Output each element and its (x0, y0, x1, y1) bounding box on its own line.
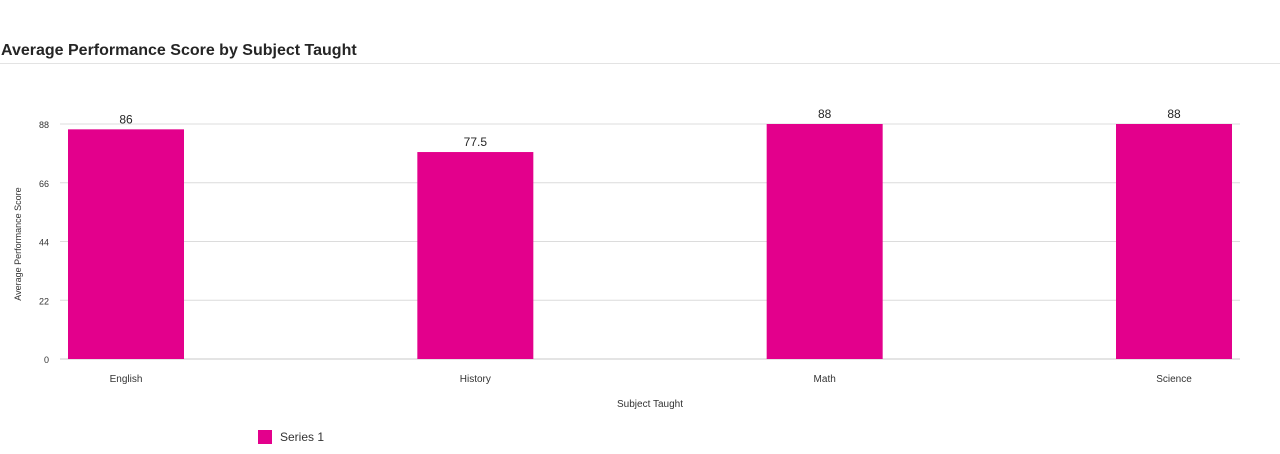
data-label: 88 (818, 107, 832, 121)
data-labels: 86 77.5 88 88 (119, 107, 1181, 149)
legend-label-series-1: Series 1 (280, 430, 325, 444)
chart-title: Average Performance Score by Subject Tau… (1, 42, 357, 59)
title-divider (0, 63, 1280, 64)
x-tick-label: English (110, 374, 143, 385)
y-tick-label: 22 (39, 296, 49, 306)
y-tick-label: 66 (39, 179, 49, 189)
y-tick-label: 44 (39, 238, 49, 248)
x-axis-ticks: English History Math Science (110, 374, 1193, 385)
bars (68, 124, 1232, 359)
data-label: 88 (1167, 107, 1181, 121)
x-axis-title: Subject Taught (617, 399, 683, 410)
x-tick-label: History (460, 374, 491, 385)
data-label: 86 (119, 112, 133, 126)
data-label: 77.5 (464, 135, 488, 149)
gridlines (60, 123, 1240, 360)
legend-swatch (258, 430, 272, 444)
y-axis-title: Average Performance Score (13, 187, 23, 300)
y-axis-ticks: 0 22 44 66 88 (39, 120, 49, 365)
x-tick-label: Math (814, 374, 836, 385)
x-tick-label: Science (1156, 374, 1192, 385)
y-tick-label: 88 (39, 120, 49, 130)
bar-english (68, 129, 184, 359)
bar-math (766, 124, 883, 359)
legend: Series 1 (258, 430, 324, 444)
bar-science (1116, 124, 1232, 359)
y-tick-label: 0 (44, 355, 49, 365)
bar-history (417, 152, 534, 359)
